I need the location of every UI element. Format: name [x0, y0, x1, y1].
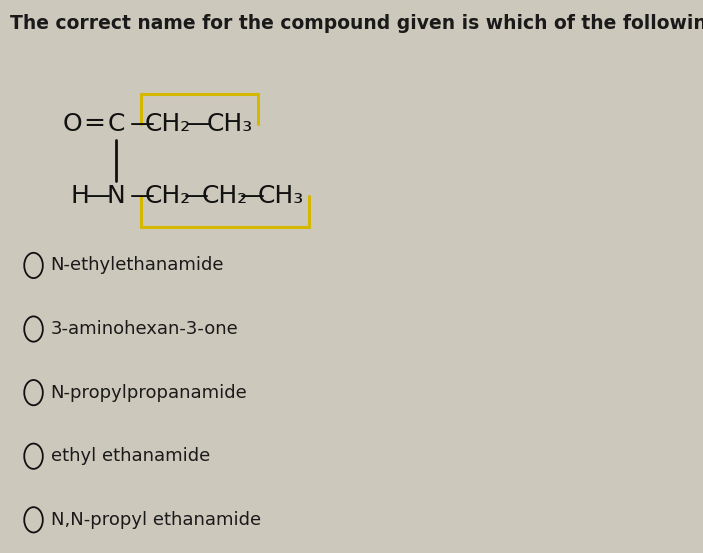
Text: N,N-propyl ethanamide: N,N-propyl ethanamide [51, 511, 261, 529]
Text: N-ethylethanamide: N-ethylethanamide [51, 257, 224, 274]
Text: CH₂: CH₂ [145, 184, 191, 208]
Text: CH₃: CH₃ [258, 184, 304, 208]
Text: H: H [70, 184, 89, 208]
Text: —: — [183, 184, 209, 208]
Text: CH₂: CH₂ [201, 184, 247, 208]
Text: O: O [63, 112, 82, 137]
Text: —: — [186, 112, 211, 137]
Text: —: — [129, 184, 155, 208]
Text: N: N [107, 184, 125, 208]
Text: CH₂: CH₂ [145, 112, 191, 137]
Text: The correct name for the compound given is which of the following?: The correct name for the compound given … [11, 14, 703, 33]
Text: C: C [108, 112, 124, 137]
Text: —: — [129, 112, 155, 137]
Text: =: = [83, 111, 105, 138]
Text: 3-aminohexan-3-one: 3-aminohexan-3-one [51, 320, 238, 338]
Text: N-propylpropanamide: N-propylpropanamide [51, 384, 247, 401]
Text: ethyl ethanamide: ethyl ethanamide [51, 447, 209, 465]
Text: —: — [240, 184, 265, 208]
Text: —: — [86, 184, 110, 208]
Text: CH₃: CH₃ [207, 112, 252, 137]
